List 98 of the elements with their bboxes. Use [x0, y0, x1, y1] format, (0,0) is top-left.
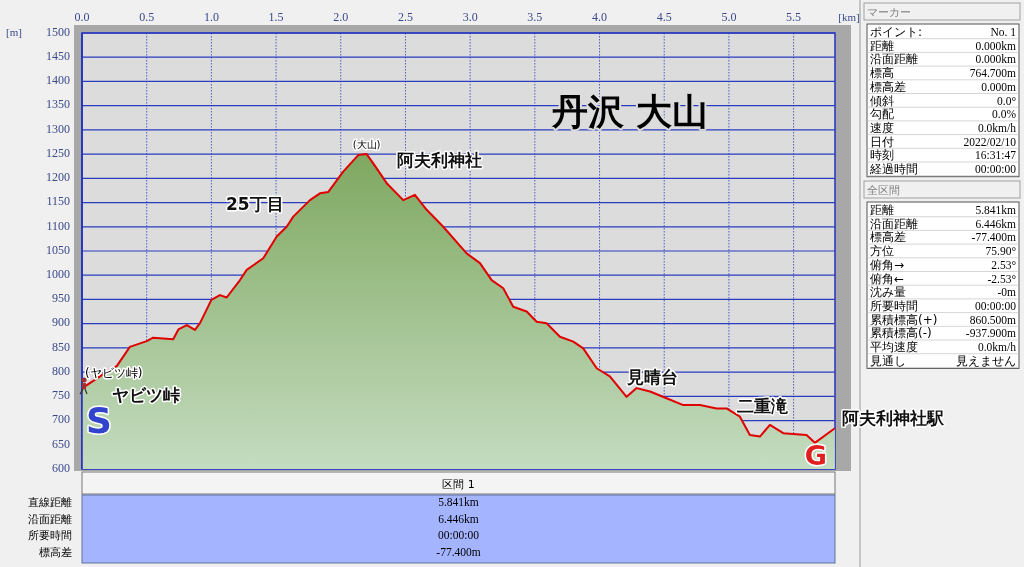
- text: 直線距離: [28, 496, 72, 509]
- text: 見通し: [870, 353, 906, 368]
- x-tick-label: 1.5: [268, 10, 284, 24]
- text: 0.000m: [981, 80, 1017, 93]
- text: 0.000km: [975, 53, 1017, 66]
- text: 860.500m: [969, 313, 1017, 326]
- text: 日付: [870, 134, 894, 149]
- annotation: 見晴台: [625, 366, 678, 387]
- y-tick-label: 1350: [46, 97, 70, 112]
- y-tick-label: 1400: [46, 73, 70, 88]
- text: 区間 1: [442, 478, 475, 491]
- y-tick-label: 700: [52, 412, 70, 427]
- text: 00:00:00: [438, 529, 480, 541]
- y-tick-label: 1200: [46, 170, 70, 185]
- x-tick-label: 1.0: [203, 10, 219, 24]
- y-axis-title: [m]: [6, 26, 22, 38]
- text: 経過時間: [869, 162, 918, 176]
- text: 沿面距離: [28, 512, 72, 526]
- text: 5.841km: [975, 204, 1017, 216]
- annotation: G: [804, 440, 828, 472]
- y-tick-label: 950: [52, 291, 70, 306]
- x-axis-title: [km]: [838, 11, 860, 23]
- x-tick-label: 0.5: [139, 10, 155, 24]
- y-tick-label: 900: [52, 315, 70, 330]
- text: 傾斜: [870, 93, 894, 108]
- y-tick-label: 1300: [46, 121, 70, 136]
- text: 沈み量: [870, 285, 906, 300]
- text: 764.700m: [969, 67, 1017, 80]
- y-tick-label: 1000: [46, 266, 70, 281]
- y-tick-label: 1150: [46, 194, 70, 209]
- annotation: 阿夫利神社駅: [841, 408, 945, 429]
- y-tick-label: 1050: [46, 242, 70, 257]
- text: 勾配: [870, 107, 894, 122]
- text: 2.53°: [991, 258, 1017, 271]
- text: 16:31:47: [975, 149, 1017, 162]
- annotation: 二重滝: [736, 396, 789, 417]
- text: マーカー: [867, 6, 911, 19]
- annotation: (大山): [352, 139, 381, 151]
- text: 00:00:00: [975, 299, 1017, 312]
- text: -77.400m: [436, 545, 481, 558]
- y-tick-label: 600: [52, 460, 70, 475]
- text: 6.446km: [438, 512, 479, 525]
- x-tick-label: 2.0: [333, 10, 349, 24]
- y-tick-label: 1450: [46, 48, 70, 63]
- text: 平均速度: [870, 340, 918, 354]
- x-tick-label: 5.5: [786, 10, 802, 24]
- y-tick-label: 750: [52, 388, 70, 403]
- text: -0m: [997, 286, 1017, 299]
- text: 距離: [870, 203, 894, 217]
- text: 0.000km: [975, 39, 1017, 52]
- text: 時刻: [870, 148, 894, 163]
- text: 0.0%: [992, 108, 1017, 121]
- text: 沿面距離: [870, 216, 918, 231]
- text: 標高差: [39, 545, 72, 559]
- x-tick-label: 3.5: [527, 10, 543, 24]
- x-tick-label: 4.0: [592, 10, 608, 24]
- text: 標高差: [870, 230, 906, 245]
- y-tick-label: 1250: [46, 145, 70, 160]
- text: -77.400m: [971, 231, 1017, 244]
- text: 俯角←: [870, 271, 905, 286]
- y-tick-label: 650: [52, 436, 70, 451]
- x-tick-label: 3.0: [462, 10, 478, 24]
- x-tick-label: 2.5: [397, 10, 413, 24]
- annotation: ヤビツ峠: [112, 385, 180, 406]
- text: ポイント:: [870, 25, 923, 39]
- x-tick-label: 0.0: [74, 10, 90, 24]
- text: -937.900m: [965, 327, 1017, 340]
- text: 0.0°: [997, 94, 1017, 107]
- text: -2.53°: [987, 272, 1017, 285]
- text: 標高: [870, 66, 894, 81]
- text: 方位: [870, 244, 894, 259]
- text: 75.90°: [985, 245, 1017, 258]
- text: 所要時間: [870, 298, 918, 313]
- text: 0.0km/h: [977, 341, 1017, 353]
- annotation: S: [86, 400, 112, 442]
- text: 速度: [870, 120, 894, 135]
- text: 2022/02/10: [963, 135, 1017, 148]
- text: 累積標高(+): [870, 312, 938, 327]
- text: 全区間: [867, 184, 900, 197]
- text: 累積標高(-): [870, 326, 932, 341]
- text: 見えません: [956, 354, 1016, 367]
- text: 所要時間: [28, 529, 72, 542]
- text: 標高差: [870, 79, 906, 94]
- text: No. 1: [990, 26, 1017, 38]
- text: 距離: [870, 38, 894, 53]
- text: 0.0km/h: [977, 121, 1017, 134]
- y-tick-label: 1500: [46, 24, 70, 39]
- text: 俯角→: [870, 257, 905, 272]
- text: 5.841km: [438, 496, 479, 508]
- x-tick-label: 5.0: [721, 10, 737, 24]
- x-tick-label: 4.5: [656, 10, 672, 24]
- annotation: 阿夫利神社: [396, 150, 482, 171]
- text: 00:00:00: [975, 163, 1017, 175]
- y-tick-label: 850: [52, 339, 70, 354]
- text: 6.446km: [975, 217, 1017, 230]
- text: 沿面距離: [870, 52, 918, 67]
- y-tick-label: 1100: [46, 218, 70, 233]
- y-tick-label: 800: [52, 363, 70, 378]
